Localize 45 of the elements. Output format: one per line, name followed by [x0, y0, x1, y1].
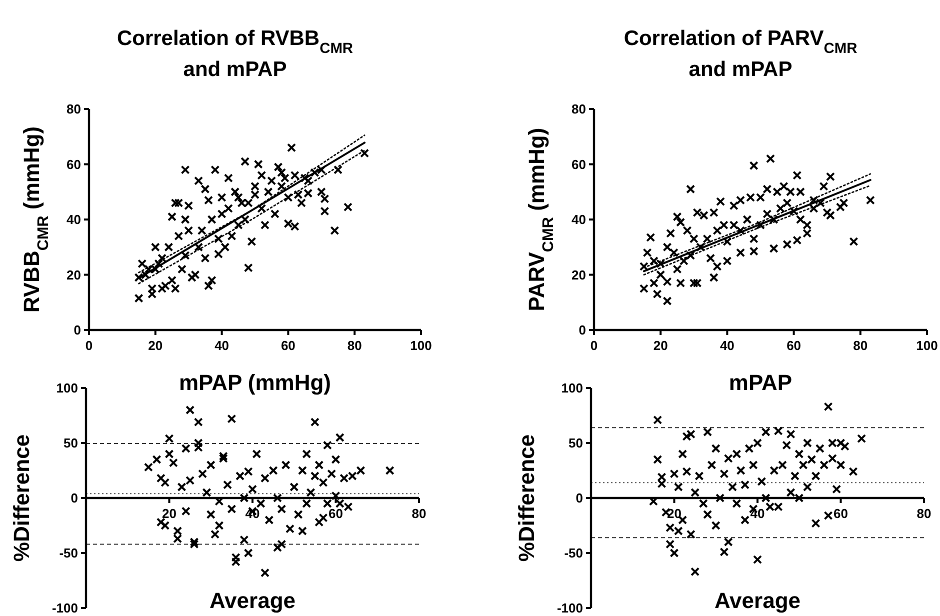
x-tick-label: 100: [916, 338, 938, 353]
x-tick-label: 20: [653, 338, 668, 353]
y-tick-label: 0: [576, 490, 583, 506]
x-tick-label: 60: [328, 506, 343, 521]
y-tick-label: 40: [66, 212, 81, 228]
x-tick-label: 100: [410, 338, 432, 353]
x-tick-label: 20: [148, 338, 163, 353]
chart-title: Correlation of PARV$_{CMR}$ and mPAP: [624, 27, 858, 81]
x-tick-label: 80: [347, 338, 362, 353]
y-tick-label: -100: [52, 600, 78, 616]
y-tick-label: 0: [70, 490, 78, 506]
x-axis-title: mPAP (mmHg): [179, 370, 331, 395]
y-tick-label: 0: [74, 322, 81, 338]
y-tick-label: -50: [59, 546, 78, 561]
x-tick-label: 0: [85, 338, 93, 353]
y-tick-label: 20: [66, 267, 81, 282]
y-tick-label: 80: [66, 102, 81, 117]
y-tick-label: 20: [572, 267, 586, 282]
y-tick-label: -100: [556, 600, 583, 616]
x-tick-label: 60: [834, 506, 848, 521]
y-tick-label: 0: [578, 322, 586, 338]
y-axis-title: %Difference: [514, 434, 539, 562]
x-axis-title: Average: [714, 588, 801, 613]
x-tick-label: 40: [214, 338, 230, 353]
y-tick-label: 40: [572, 212, 586, 228]
y-tick-label: 60: [66, 156, 81, 172]
x-tick-label: 0: [590, 338, 598, 353]
x-tick-label: 40: [720, 338, 734, 353]
x-axis-title: mPAP: [728, 370, 792, 395]
x-axis-title: Average: [209, 588, 296, 613]
x-tick-label: 80: [916, 506, 932, 521]
y-tick-label: 60: [572, 156, 586, 172]
y-tick-label: 50: [568, 436, 583, 451]
y-tick-label: 50: [64, 436, 78, 451]
x-tick-label: 80: [412, 506, 426, 521]
y-tick-label: 100: [56, 380, 78, 396]
y-axis-title: %Difference: [9, 434, 34, 562]
y-tick-label: 80: [572, 102, 586, 117]
x-tick-label: 60: [280, 338, 296, 353]
y-tick-label: 100: [561, 380, 583, 396]
x-tick-label: 60: [786, 338, 802, 353]
y-tick-label: -50: [564, 546, 583, 561]
x-tick-label: 20: [162, 506, 176, 521]
chart-title: Correlation of RVBB$_{CMR}$ and mPAP: [116, 27, 354, 81]
x-tick-label: 80: [853, 338, 868, 353]
